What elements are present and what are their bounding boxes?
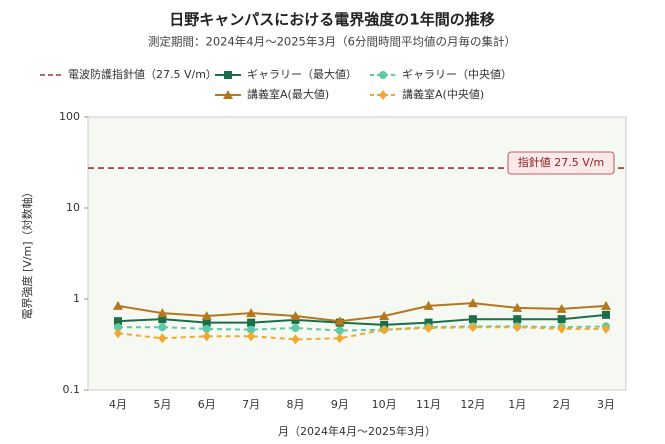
x-tick-label: 9月 <box>331 398 349 411</box>
x-tick-label: 4月 <box>109 398 127 411</box>
data-point <box>380 324 389 335</box>
y-tick-label: 100 <box>59 110 80 123</box>
chart-subtitle: 測定期間：2024年4月〜2025年3月（6分間時間平均値の月毎の集計） <box>148 35 516 49</box>
y-tick-label: 10 <box>66 201 80 214</box>
data-point <box>557 315 566 324</box>
x-tick-label: 11月 <box>416 398 441 411</box>
x-tick-label: 5月 <box>153 398 171 411</box>
data-point <box>334 316 345 326</box>
y-tick-label: 1 <box>73 292 80 305</box>
data-point <box>379 311 390 321</box>
y-tick-label: 0.1 <box>63 383 81 396</box>
x-tick-label: 3月 <box>597 398 615 411</box>
data-point <box>158 323 167 332</box>
data-point <box>557 323 566 334</box>
x-tick-label: 12月 <box>460 398 485 411</box>
data-point <box>291 324 300 333</box>
data-point <box>512 302 523 312</box>
series-line <box>117 313 607 326</box>
y-axis-label: 電界強度 [V/m]（対数軸） <box>20 186 34 319</box>
x-tick-label: 7月 <box>242 398 260 411</box>
data-point <box>247 325 256 334</box>
data-point <box>158 333 167 344</box>
data-point <box>513 315 522 324</box>
x-tick-label: 8月 <box>286 398 304 411</box>
data-point <box>602 323 610 334</box>
legend-label: 講義室A(最大値) <box>247 87 329 101</box>
data-point <box>114 323 122 332</box>
legend-marker <box>224 71 232 79</box>
x-axis-label: 月（2024年4月〜2025年3月） <box>278 424 436 438</box>
legend-label: 講義室A(中央値) <box>402 87 484 101</box>
legend-marker <box>223 90 233 99</box>
data-point <box>556 303 567 313</box>
data-point <box>202 324 211 333</box>
data-point <box>246 308 257 318</box>
x-tick-label: 6月 <box>198 398 216 411</box>
series-line <box>117 302 607 323</box>
data-point <box>290 311 301 321</box>
legend-marker <box>379 90 387 100</box>
data-point <box>424 318 433 327</box>
reference-annotation: 指針値 27.5 V/m <box>518 155 604 169</box>
legend-label: ギャラリー（最大値） <box>247 67 357 81</box>
data-point <box>158 315 167 324</box>
data-point <box>468 315 477 324</box>
data-point <box>291 334 300 345</box>
data-point <box>113 300 123 310</box>
data-point <box>114 317 122 326</box>
data-point <box>467 298 478 308</box>
data-point <box>602 310 610 319</box>
data-point <box>247 318 256 327</box>
legend-marker <box>379 71 387 79</box>
x-tick-label: 1月 <box>508 398 526 411</box>
reference-annotation-box <box>507 151 615 175</box>
x-tick-label: 10月 <box>372 398 397 411</box>
data-point <box>247 331 256 342</box>
data-point <box>202 331 211 342</box>
data-point <box>202 318 211 327</box>
chart-title: 日野キャンパスにおける電界強度の1年間の推移 <box>169 11 494 29</box>
series-line <box>117 326 606 341</box>
data-point <box>201 311 212 321</box>
data-point <box>424 323 433 334</box>
x-tick-label: 2月 <box>553 398 571 411</box>
legend-label: 電波防護指針値（27.5 V/m） <box>68 67 217 81</box>
data-point <box>513 322 522 333</box>
legend-label: ギャラリー（中央値） <box>402 68 512 81</box>
data-point <box>335 326 344 335</box>
data-point <box>423 300 434 310</box>
data-point <box>335 333 344 344</box>
data-point <box>157 308 168 318</box>
data-point <box>468 322 477 333</box>
data-point <box>114 328 122 339</box>
data-point <box>601 300 611 310</box>
